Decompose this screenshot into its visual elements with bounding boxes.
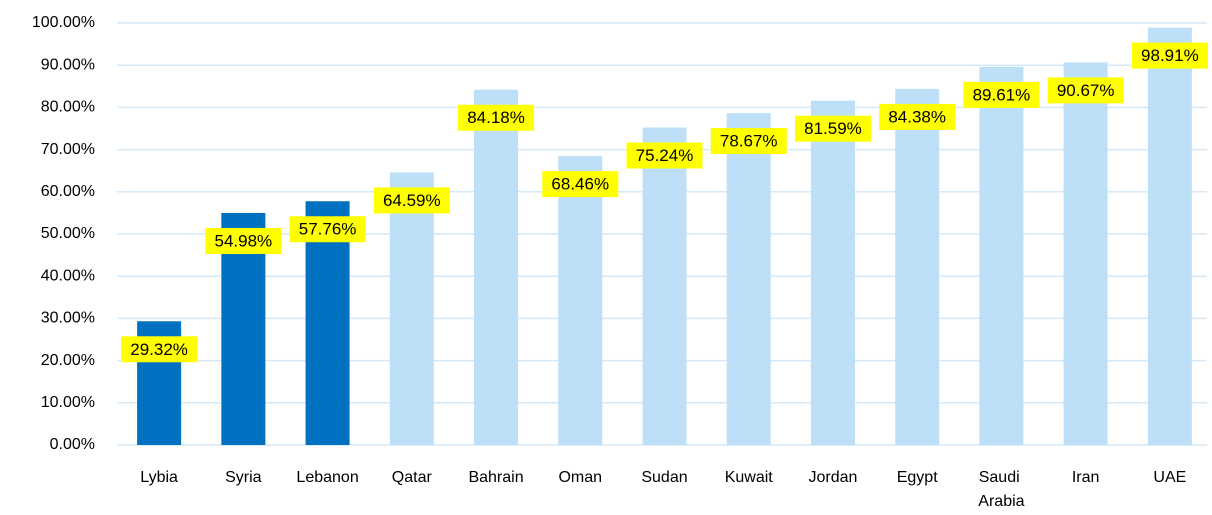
y-tick-label: 60.00% bbox=[41, 183, 95, 200]
x-tick-label: Iran bbox=[1072, 469, 1100, 486]
x-tick-label: Qatar bbox=[392, 469, 433, 486]
x-tick-label: Kuwait bbox=[725, 469, 774, 486]
y-tick-label: 40.00% bbox=[41, 267, 95, 284]
x-tick-label: Oman bbox=[558, 469, 602, 486]
bar bbox=[558, 156, 603, 445]
x-tick-label: Syria bbox=[225, 469, 262, 486]
value-label-box bbox=[542, 171, 619, 198]
x-tick-label: Jordan bbox=[809, 469, 858, 486]
bar bbox=[474, 89, 519, 445]
value-label: 64.59% bbox=[383, 191, 441, 210]
bar bbox=[389, 172, 434, 445]
value-label: 68.46% bbox=[551, 175, 609, 194]
bar bbox=[726, 113, 771, 445]
value-label: 84.38% bbox=[888, 107, 946, 126]
y-tick-label: 30.00% bbox=[41, 310, 95, 327]
value-label-box bbox=[121, 336, 198, 363]
x-tick-label: Lebanon bbox=[296, 469, 358, 486]
value-label: 75.24% bbox=[636, 146, 694, 165]
x-tick-label: Bahrain bbox=[468, 469, 523, 486]
y-tick-label: 0.00% bbox=[50, 436, 95, 453]
value-label-box bbox=[879, 103, 956, 130]
value-label-box bbox=[373, 187, 450, 214]
bar bbox=[642, 127, 687, 446]
value-label: 98.91% bbox=[1141, 46, 1199, 65]
y-tick-label: 100.00% bbox=[32, 14, 95, 31]
y-tick-label: 10.00% bbox=[41, 394, 95, 411]
value-label-box bbox=[626, 142, 703, 169]
y-tick-label: 80.00% bbox=[41, 99, 95, 116]
bar bbox=[1147, 27, 1192, 446]
value-label-box bbox=[794, 115, 871, 142]
bar bbox=[1063, 62, 1108, 446]
value-label-box bbox=[205, 227, 282, 254]
value-label: 54.98% bbox=[215, 231, 273, 250]
value-label: 29.32% bbox=[130, 340, 188, 359]
x-tick-label: Lybia bbox=[140, 469, 178, 486]
value-label: 57.76% bbox=[299, 220, 357, 239]
x-tick-label-line: Saudi bbox=[979, 469, 1024, 486]
value-label: 78.67% bbox=[720, 131, 778, 150]
value-label-box bbox=[963, 81, 1040, 108]
value-label: 84.18% bbox=[467, 108, 525, 127]
y-tick-label: 70.00% bbox=[41, 141, 95, 158]
value-label-box bbox=[458, 104, 535, 131]
x-tick-label: Egypt bbox=[897, 469, 938, 486]
y-tick-label: 50.00% bbox=[41, 225, 95, 242]
value-label-box bbox=[710, 128, 787, 155]
x-tick-label: Saudi Arabia bbox=[978, 469, 1024, 510]
bar bbox=[979, 66, 1024, 446]
value-label-box bbox=[1047, 77, 1124, 104]
value-label: 89.61% bbox=[973, 85, 1031, 104]
x-tick-label-line: Arabia bbox=[978, 493, 1024, 510]
bar bbox=[895, 88, 940, 446]
value-label: 81.59% bbox=[804, 119, 862, 138]
bar bbox=[810, 100, 855, 446]
y-tick-label: 90.00% bbox=[41, 56, 95, 73]
value-label: 90.67% bbox=[1057, 81, 1115, 100]
x-tick-label: Sudan bbox=[641, 469, 687, 486]
y-tick-label: 20.00% bbox=[41, 352, 95, 369]
value-label-box bbox=[1131, 42, 1208, 69]
x-tick-label: UAE bbox=[1153, 469, 1186, 486]
value-label-box bbox=[289, 216, 366, 243]
